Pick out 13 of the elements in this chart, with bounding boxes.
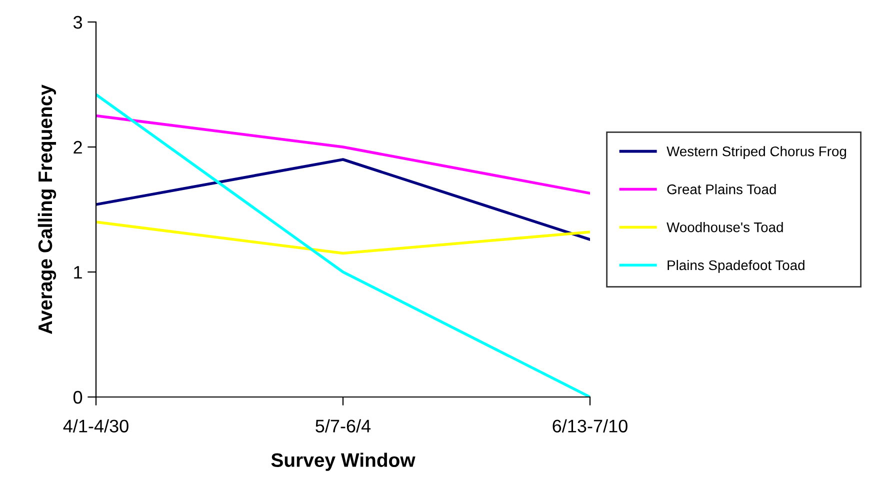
y-tick-label: 2 — [74, 140, 82, 154]
y-axis-title: Average Calling Frequency — [38, 84, 56, 334]
legend-label: Western Striped Chorus Frog — [666, 146, 846, 160]
y-tick-label: 3 — [73, 16, 82, 29]
y-tick-label: 0 — [73, 390, 82, 404]
x-tick-label: 4/1-4/30 — [63, 419, 128, 432]
x-tick-label: 5/7-6/4 — [316, 419, 371, 432]
x-tick-label: 6/13-7/10 — [552, 419, 628, 432]
y-tick-label: 1 — [74, 266, 82, 279]
legend-label: Woodhouse's Toad — [666, 222, 783, 232]
legend-label: Great Plains Toad — [667, 184, 776, 194]
x-axis-title: Survey Window — [271, 452, 416, 471]
legend-label: Plains Spadefoot Toad — [668, 260, 804, 273]
